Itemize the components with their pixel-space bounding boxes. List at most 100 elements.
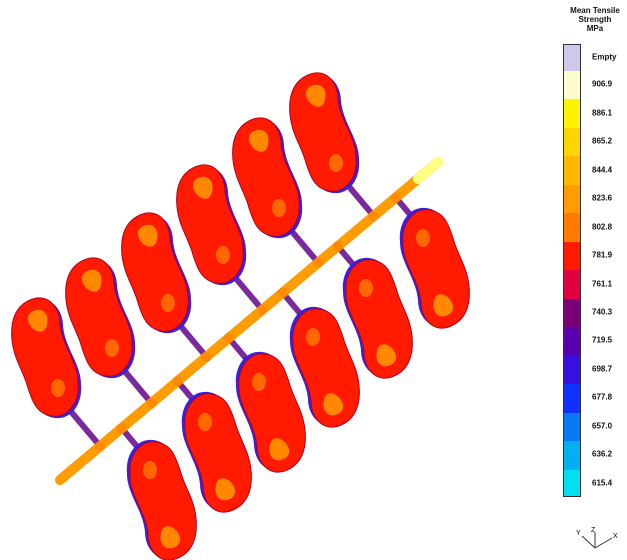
axis-triad[interactable]: Y Z X — [570, 526, 620, 558]
part-hotspot — [359, 279, 373, 297]
molded-part-7[interactable] — [126, 439, 197, 560]
molded-part-8[interactable] — [181, 391, 252, 513]
gate — [286, 225, 322, 266]
molded-part-9[interactable] — [235, 351, 306, 473]
runner-junction — [257, 304, 268, 315]
legend-swatch — [564, 355, 580, 386]
legend-swatch — [564, 241, 580, 272]
part-hotspot — [105, 339, 119, 357]
runner-junction — [95, 441, 106, 452]
runner-junction — [146, 398, 157, 409]
part-hotspot — [306, 328, 320, 346]
part-hotspot — [329, 154, 343, 172]
legend-label: 886.1 — [592, 108, 613, 118]
legend-swatch — [564, 384, 580, 414]
legend-swatch — [564, 45, 580, 71]
legend-swatch — [564, 156, 580, 186]
legend-title-line-1: Mean Tensile — [570, 6, 620, 15]
legend-swatch — [564, 441, 580, 471]
legend-label: 615.4 — [592, 478, 613, 488]
part-hotspot — [433, 294, 454, 317]
part-hotspot — [198, 413, 212, 431]
runner-junction — [390, 192, 401, 203]
legend-swatch — [564, 327, 580, 357]
molded-part-2[interactable] — [65, 257, 136, 379]
part-hotspot — [160, 526, 181, 549]
axis-x-label: X — [613, 533, 618, 540]
legend-label: 781.9 — [592, 250, 613, 260]
legend-label: 802.8 — [592, 222, 613, 232]
molded-part-6[interactable] — [289, 72, 360, 194]
gate — [230, 272, 266, 313]
part-hotspot — [51, 379, 65, 397]
legend-swatch — [564, 469, 580, 496]
legend-label: Empty — [592, 52, 617, 62]
molded-parts — [11, 72, 470, 560]
part-hotspot — [252, 373, 266, 391]
legend-label: 844.4 — [592, 165, 613, 175]
part-hotspot — [137, 224, 158, 247]
runner-junction — [368, 211, 379, 222]
part-hotspot — [376, 344, 397, 367]
molded-part-11[interactable] — [342, 257, 413, 379]
legend-color-bar — [563, 44, 581, 497]
runner-junction — [172, 376, 183, 387]
gate — [175, 320, 210, 360]
part-hotspot — [161, 294, 175, 312]
legend-title-line-2: Strength — [578, 15, 612, 24]
legend-swatch — [564, 184, 580, 215]
axis-z-label: Z — [591, 527, 596, 534]
runner-junction — [332, 241, 343, 252]
molded-part-3[interactable] — [121, 212, 192, 334]
axis-y-line — [581, 535, 596, 549]
molded-part-12[interactable] — [399, 207, 470, 329]
runner-junction — [116, 423, 127, 434]
molded-part-1[interactable] — [11, 297, 82, 419]
legend-label: 761.1 — [592, 279, 613, 288]
legend-swatch — [564, 412, 580, 443]
legend-title-line-3: MPa — [586, 24, 604, 33]
gate — [343, 180, 377, 220]
molded-part-10[interactable] — [289, 306, 360, 428]
runner-junction — [201, 351, 212, 362]
part-hotspot — [269, 438, 290, 461]
legend-label: 657.0 — [592, 421, 613, 431]
part-hotspot — [216, 246, 230, 264]
axis-y-label: Y — [576, 530, 581, 537]
part-hotspot — [248, 129, 269, 152]
runner-junction — [277, 287, 288, 298]
legend-label: 677.8 — [592, 392, 613, 402]
part-hotspot — [143, 461, 157, 479]
runner-junction — [223, 332, 234, 343]
legend-swatch — [564, 99, 580, 129]
part-hotspot — [272, 199, 286, 217]
part-hotspot — [81, 269, 102, 292]
legend-label: 906.9 — [592, 79, 613, 89]
runner-junction — [313, 257, 324, 268]
sprue-tip — [413, 157, 443, 184]
legend-swatch — [564, 270, 580, 300]
legend-swatch — [564, 213, 580, 243]
molded-part-5[interactable] — [232, 117, 303, 239]
legend-label: 719.5 — [592, 335, 613, 345]
part-hotspot — [416, 229, 430, 247]
part-hotspot — [323, 393, 344, 416]
legend-title: Mean Tensile Strength MPa — [560, 6, 627, 33]
legend-swatch — [564, 298, 580, 329]
gate — [119, 365, 155, 407]
legend-label: 698.7 — [592, 364, 613, 374]
part-hotspot — [305, 84, 326, 107]
legend-label: 823.6 — [592, 193, 613, 203]
molded-part-4[interactable] — [176, 164, 247, 286]
legend-swatch — [564, 71, 580, 101]
legend-label: 865.2 — [592, 136, 613, 146]
part-hotspot — [27, 309, 48, 332]
legend-swatch — [564, 127, 580, 158]
gate — [65, 405, 104, 450]
part-hotspot — [192, 176, 213, 199]
legend-label: 740.3 — [592, 307, 613, 317]
legend-label: 636.2 — [592, 449, 613, 459]
axis-x-line — [594, 537, 613, 549]
runner-system — [55, 157, 443, 485]
